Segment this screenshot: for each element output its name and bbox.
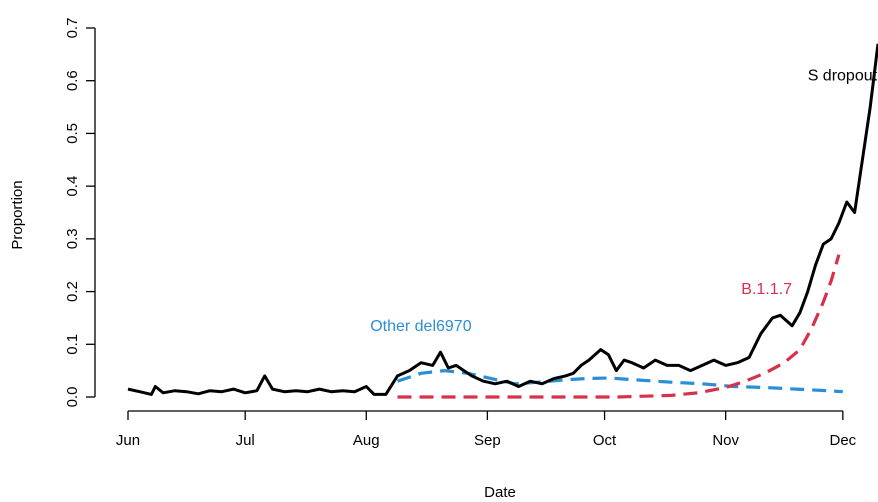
y-tick-label: 0.4 — [64, 176, 81, 197]
x-tick-label: Dec — [830, 432, 857, 449]
series-layer — [127, 43, 878, 399]
y-tick-label: 0.2 — [64, 281, 81, 302]
y-axis-title: Proportion — [9, 180, 26, 249]
x-tick-label: Oct — [593, 432, 617, 449]
x-tick-label: Nov — [712, 432, 739, 449]
series-line-b-1-1-7 — [397, 254, 841, 399]
series-line-s-dropout — [127, 43, 878, 396]
series-line-other-del6970 — [396, 369, 843, 394]
x-tick-label: Aug — [353, 432, 380, 449]
x-tick-label: Sep — [474, 432, 501, 449]
y-tick-label: 0.5 — [64, 123, 81, 144]
y-tick-label: 0.1 — [64, 334, 81, 355]
y-tick-label: 0.6 — [64, 70, 81, 91]
axes: Jun Jul Aug Sep Oct Nov Dec 0.0 0.1 0.2 0.3 0.4 0.5 0… — [64, 18, 857, 449]
x-axis-title: Date — [484, 484, 516, 501]
x-tick-label: Jul — [236, 432, 255, 449]
x-tick-label: Jun — [116, 432, 140, 449]
series-annotation-label: Other del6970 — [370, 318, 472, 335]
y-tick-label: 0.0 — [64, 387, 81, 408]
y-tick-label: 0.7 — [64, 18, 81, 39]
series-annotation-label: B.1.1.7 — [741, 281, 792, 298]
y-tick-label: 0.3 — [64, 228, 81, 249]
series-annotation-label: S dropout — [808, 68, 878, 85]
annotations: S dropout B.1.1.7 Other del6970 — [370, 68, 877, 335]
